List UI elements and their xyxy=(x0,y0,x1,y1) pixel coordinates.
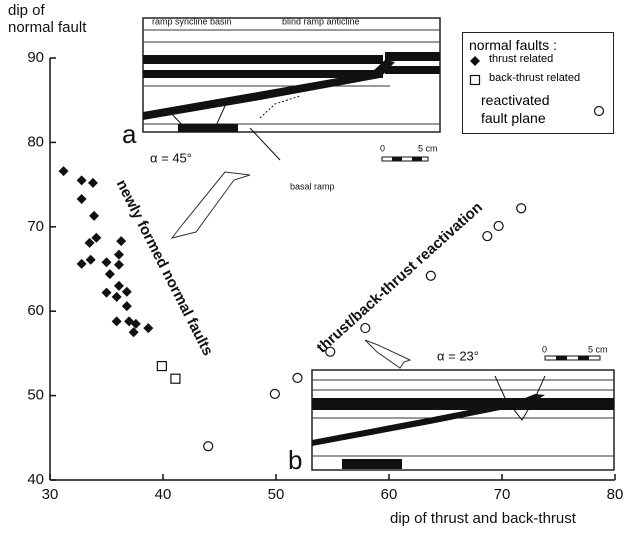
point xyxy=(87,177,98,188)
y-axis-title: dip of normal fault xyxy=(8,2,87,36)
point xyxy=(84,237,95,248)
inset-a xyxy=(142,17,441,239)
legend-marker xyxy=(469,74,481,86)
legend-symbol xyxy=(469,74,481,86)
point xyxy=(101,287,112,298)
scale-label: 0 xyxy=(380,143,385,153)
scale-label: 5 cm xyxy=(588,344,608,354)
angle-label: α = 45° xyxy=(150,150,192,165)
point xyxy=(493,220,504,232)
x-axis-title: dip of thrust and back-thrust xyxy=(390,510,576,527)
x-tick-label: 50 xyxy=(268,486,285,503)
point xyxy=(76,258,87,269)
legend-symbol xyxy=(470,56,480,66)
point xyxy=(113,249,124,260)
y-tick-label: 40 xyxy=(27,471,44,488)
point xyxy=(76,193,87,204)
legend-marker xyxy=(470,56,480,66)
point xyxy=(101,257,112,268)
inset-label: ramp syncline basin xyxy=(152,16,232,26)
x-tick-label: 80 xyxy=(607,486,624,503)
x-tick-label: 40 xyxy=(155,486,172,503)
point xyxy=(76,175,87,186)
point xyxy=(128,327,139,338)
y-tick-label: 80 xyxy=(27,133,44,150)
legend-title: normal faults : xyxy=(469,37,557,53)
x-tick-label: 70 xyxy=(494,486,511,503)
y-tick-label: 90 xyxy=(27,49,44,66)
legend: normal faults : thrust related back-thrus… xyxy=(462,32,614,134)
y-tick-label: 60 xyxy=(27,302,44,319)
legend-symbol xyxy=(593,105,605,117)
point xyxy=(170,373,181,384)
point xyxy=(58,166,69,177)
x-tick-label: 30 xyxy=(42,486,59,503)
point xyxy=(113,259,124,270)
point xyxy=(156,360,167,372)
legend-label: back-thrust related xyxy=(489,72,581,84)
y-tick-label: 70 xyxy=(27,218,44,235)
point xyxy=(89,210,100,221)
point xyxy=(91,232,102,243)
point xyxy=(360,322,371,334)
point xyxy=(111,316,122,327)
point xyxy=(104,269,115,280)
scale-label: 0 xyxy=(542,344,547,354)
y-tick-label: 50 xyxy=(27,387,44,404)
point xyxy=(85,254,96,265)
inset-letter: a xyxy=(122,119,137,149)
point xyxy=(130,318,141,329)
inset-label: basal ramp xyxy=(290,181,335,191)
point xyxy=(203,441,214,452)
point xyxy=(111,291,122,302)
point xyxy=(425,270,436,281)
point xyxy=(269,388,280,400)
point xyxy=(121,286,132,297)
point xyxy=(113,280,124,291)
scale-label: 5 cm xyxy=(418,143,438,153)
legend-marker xyxy=(593,105,605,117)
angle-label: α = 23° xyxy=(437,348,479,363)
inset-label: blind ramp anticline xyxy=(282,16,360,26)
legend-label: thrust related xyxy=(489,53,554,65)
legend-label: reactivated fault plane xyxy=(481,92,550,126)
inset-letter: b xyxy=(288,445,302,475)
point xyxy=(516,203,527,214)
x-tick-label: 60 xyxy=(381,486,398,503)
inset-b xyxy=(311,339,615,471)
point xyxy=(121,301,132,312)
annotation: thrust/back-thrust reactivation xyxy=(313,199,485,357)
point xyxy=(482,230,493,242)
point xyxy=(292,372,303,383)
point xyxy=(143,323,154,334)
point xyxy=(325,346,336,357)
point xyxy=(116,236,127,247)
